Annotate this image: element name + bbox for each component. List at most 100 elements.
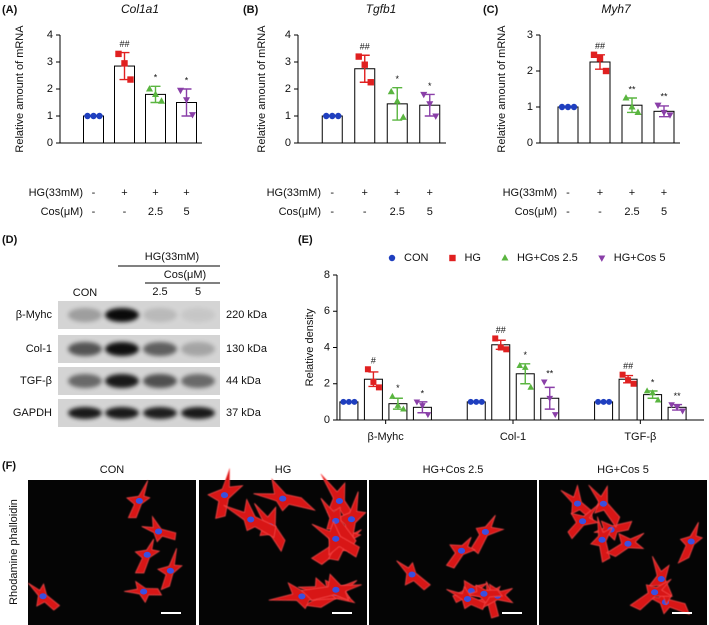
data-point [96,112,103,120]
nucleus [166,567,174,574]
data-point [596,55,604,62]
data-point [426,101,434,108]
data-point [351,398,358,405]
data-point [673,404,681,411]
data-point [564,103,572,111]
data-point [419,403,426,410]
blot-band [143,342,177,356]
y-tick-label: 3 [285,56,291,68]
panel-label: (B) [243,4,259,16]
significance: * [185,75,189,85]
image-title: CON [100,464,125,476]
data-point [394,401,402,408]
y-tick-label: 0 [285,137,291,149]
data-point [90,112,97,120]
blot-band [143,308,177,322]
data-point [340,398,347,405]
significance: ## [496,325,506,335]
data-point [602,67,610,75]
data-point [420,91,428,99]
data-point [570,103,578,111]
nucleus [408,571,416,578]
bar [557,106,579,144]
nucleus [335,498,344,505]
image-title: HG+Cos 2.5 [423,464,484,476]
data-point [145,85,154,92]
bar [83,115,104,144]
condition-value: 2.5 [390,206,405,218]
y-tick-label: 3 [47,56,53,68]
condition-value: - [566,187,570,199]
nucleus [247,516,255,523]
blot-band [181,308,215,322]
nucleus [463,596,472,603]
data-point [400,405,407,412]
y-tick-label: 2 [527,65,533,77]
data-point [625,377,632,384]
significance: ## [623,361,633,371]
data-point [424,412,432,419]
size-label: 130 kDa [226,343,268,355]
y-tick-label: 8 [324,269,330,281]
y-tick-label: 6 [324,305,330,317]
legend-label: CON [404,252,429,264]
data-point [668,402,675,409]
nucleus [687,538,695,545]
data-point [558,103,566,111]
data-point [399,113,407,120]
data-point [176,87,185,95]
nucleus [279,495,287,502]
data-point [432,113,440,120]
x-tick-label: Col-1 [500,431,526,443]
data-point [516,362,524,369]
y-tick-label: 0 [47,137,53,149]
data-point [628,103,636,110]
data-point [527,383,535,390]
condition-value: + [152,187,158,199]
row-label: Col-1 [26,343,52,355]
condition-value: 2.5 [148,206,163,218]
condition-value: + [427,187,433,199]
data-point [127,76,134,83]
data-point [151,90,160,97]
nucleus [220,492,229,499]
data-point [598,255,606,262]
condition-value: - [330,206,334,218]
condition-value: - [92,206,96,218]
data-point [551,412,559,419]
y-tick-label: 4 [47,29,53,41]
data-point [619,371,626,378]
data-point [329,112,336,120]
x-tick-label: β-Myhc [368,431,405,443]
data-point [501,254,509,261]
data-point [654,396,662,403]
blot-subheader: Cos(μM) [164,269,206,281]
size-label: 220 kDa [226,309,268,321]
data-point [345,398,352,405]
y-tick-label: 1 [47,110,53,122]
cell [300,573,362,602]
significance: ## [119,39,129,49]
size-label: 44 kDa [226,375,262,387]
data-point [660,109,668,117]
data-point [188,112,197,119]
data-point [355,53,362,60]
panel-label: (C) [483,4,499,16]
data-point [540,379,548,386]
data-point [630,380,637,387]
image [539,480,707,625]
significance: * [395,74,399,84]
condition-label: HG(33mM) [503,187,557,199]
cell [253,478,316,512]
data-point [413,399,421,406]
data-point [546,395,554,402]
data-point [503,346,510,353]
data-point [361,61,368,68]
nucleus [332,586,340,593]
blot-header: HG(33mM) [145,251,199,263]
nucleus [135,497,143,504]
y-tick-label: 2 [324,378,330,390]
blot-band [181,374,215,388]
y-axis-label: Relative amount of mRNA [496,25,508,153]
data-point [600,398,607,405]
